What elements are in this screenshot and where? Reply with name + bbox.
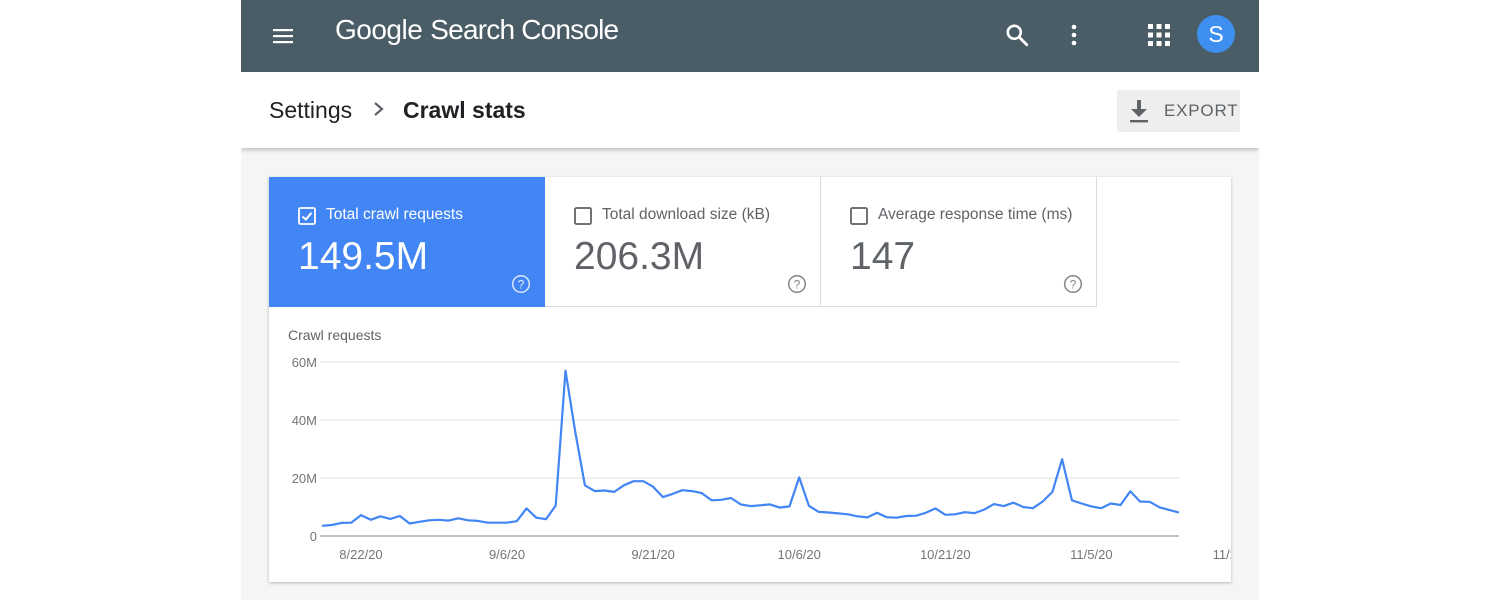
- chart-y-axis: 0 20M 40M 60M: [292, 355, 317, 544]
- metric-value: 149.5M: [298, 235, 429, 278]
- apps-grid-icon: [1148, 24, 1170, 46]
- crawl-stats-card: Total crawl requests 149.5M ? Total down…: [269, 177, 1231, 582]
- x-tick-label: 8/22/20: [339, 547, 382, 562]
- x-tick-label: 11/20/20: [1213, 547, 1231, 562]
- x-tick-label: 9/21/20: [631, 547, 674, 562]
- brand-google: Google: [335, 14, 423, 45]
- search-icon: [1006, 24, 1029, 47]
- help-icon[interactable]: ?: [787, 274, 807, 294]
- top-app-bar: Google Search Console S: [241, 0, 1259, 72]
- y-tick-label: 40M: [292, 413, 317, 428]
- x-tick-label: 10/6/20: [778, 547, 821, 562]
- chevron-right-icon: [374, 102, 384, 116]
- page-title: Crawl stats: [403, 97, 526, 123]
- metric-total-download-size[interactable]: Total download size (kB) 206.3M ?: [545, 177, 821, 307]
- metric-value: 147: [850, 235, 916, 278]
- checkbox-empty-icon[interactable]: [850, 207, 868, 225]
- google-apps-button[interactable]: [1142, 18, 1176, 52]
- export-label: EXPORT: [1164, 101, 1239, 120]
- chart-title: Crawl requests: [288, 327, 381, 343]
- metric-value: 206.3M: [574, 235, 705, 278]
- metric-total-crawl-requests[interactable]: Total crawl requests 149.5M ?: [269, 177, 545, 307]
- checkbox-checked-icon[interactable]: [298, 207, 316, 225]
- chart-gridlines: [320, 361, 1179, 537]
- export-button[interactable]: EXPORT: [1117, 90, 1240, 132]
- search-console-app: Google Search Console S Settin: [241, 0, 1259, 600]
- more-vert-icon: [1071, 24, 1077, 46]
- help-icon[interactable]: ?: [1063, 274, 1083, 294]
- crawl-requests-chart: Crawl requests 0 20M 40M 60M 8/22/20 9/6/20 9…: [288, 327, 1231, 562]
- metric-label: Total crawl requests: [326, 206, 463, 223]
- menu-icon: [273, 29, 293, 44]
- account-avatar[interactable]: S: [1197, 15, 1235, 53]
- y-tick-label: 60M: [292, 355, 317, 370]
- svg-text:?: ?: [1070, 278, 1077, 292]
- download-icon: [1130, 100, 1148, 123]
- series-line-crawl-requests[interactable]: [321, 369, 1180, 527]
- svg-text:?: ?: [794, 278, 801, 292]
- metric-label: Total download size (kB): [602, 206, 770, 223]
- y-tick-label: 0: [310, 529, 317, 544]
- chart-x-axis: 8/22/20 9/6/20 9/21/20 10/6/20 10/21/20 11/5/…: [339, 547, 1231, 562]
- more-options-button[interactable]: [1059, 18, 1089, 52]
- svg-text:?: ?: [518, 278, 525, 292]
- metric-average-response-time[interactable]: Average response time (ms) 147 ?: [821, 177, 1097, 307]
- x-tick-label: 10/21/20: [920, 547, 971, 562]
- metric-label: Average response time (ms): [878, 206, 1073, 223]
- menu-button[interactable]: [267, 20, 299, 52]
- checkbox-empty-icon[interactable]: [574, 207, 592, 225]
- chart-series: [321, 369, 1180, 527]
- help-icon[interactable]: ?: [511, 274, 531, 294]
- y-tick-label: 20M: [292, 471, 317, 486]
- breadcrumb-settings-link[interactable]: Settings: [269, 97, 353, 123]
- brand-product: Search Console: [430, 14, 619, 45]
- search-button[interactable]: [1000, 18, 1034, 52]
- product-logo[interactable]: Google Search Console: [335, 14, 619, 54]
- page-header: Settings Crawl stats EXPORT: [241, 72, 1259, 148]
- x-tick-label: 11/5/20: [1070, 547, 1112, 562]
- x-tick-label: 9/6/20: [489, 547, 525, 562]
